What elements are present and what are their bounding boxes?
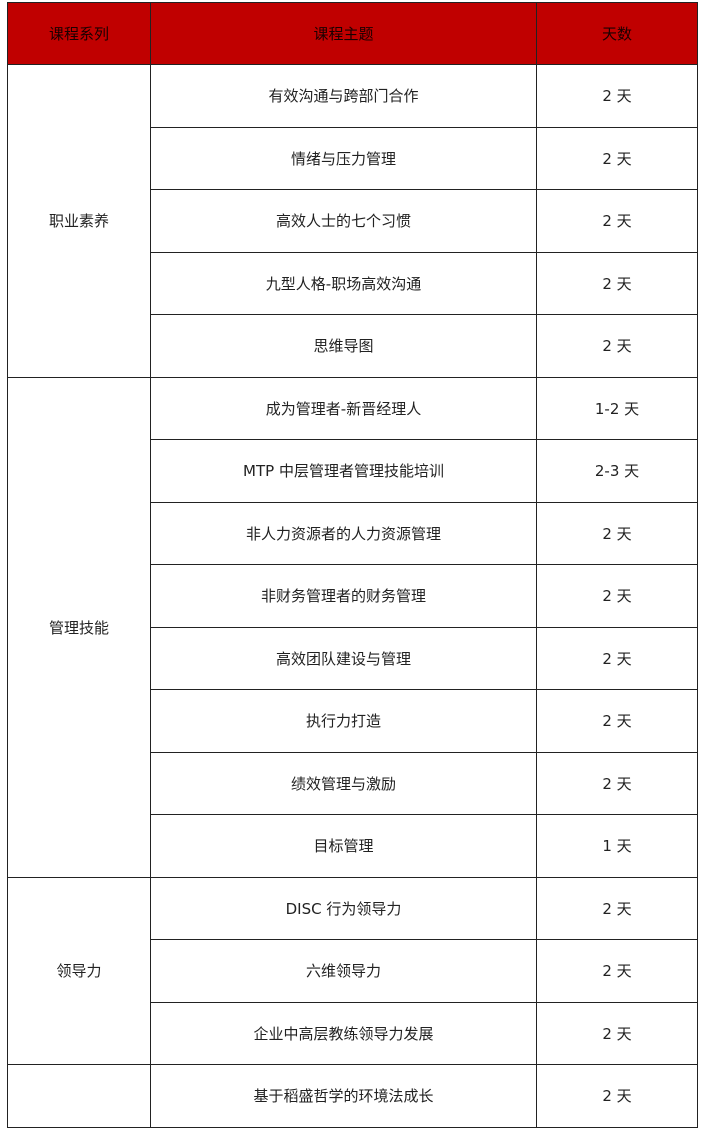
- header-topic: 课程主题: [150, 2, 537, 65]
- table-row: 情绪与压力管理 2 天: [8, 126, 698, 190]
- topic-cell: 有效沟通与跨部门合作: [150, 64, 537, 128]
- table-row: 领导力 DISC 行为领导力 2 天: [7, 876, 698, 1065]
- days-cell: 1 天: [536, 814, 698, 878]
- table-row: 基于稻盛哲学的环境法成长 2 天: [7, 1064, 698, 1128]
- days-cell: 2 天: [536, 626, 698, 690]
- days-cell: 2 天: [536, 1001, 698, 1065]
- table-body: 职业素养 有效沟通与跨部门合作 2 天情绪与压力管理 2 天高效人士的七个习惯 2 天九…: [7, 64, 698, 1128]
- header-series: 课程系列: [7, 2, 151, 65]
- days-cell: 1-2 天: [536, 376, 698, 440]
- topic-cell: MTP 中层管理者管理技能培训: [150, 439, 537, 503]
- days-cell: 2 天: [536, 689, 698, 753]
- topic-cell: 思维导图: [150, 314, 537, 378]
- header-days: 天数: [536, 2, 698, 65]
- topic-cell: 非财务管理者的财务管理: [150, 564, 537, 628]
- series-cell: 领导力: [7, 876, 151, 1065]
- table-row: 非财务管理者的财务管理 2 天: [8, 564, 698, 628]
- table-row: 高效人士的七个习惯 2 天: [8, 189, 698, 253]
- table-row: 非人力资源者的人力资源管理 2 天: [8, 501, 698, 565]
- topic-cell: 高效人士的七个习惯: [150, 189, 537, 253]
- topic-cell: 非人力资源者的人力资源管理: [150, 501, 537, 565]
- days-cell: 2 天: [536, 314, 698, 378]
- table-row: 思维导图 2 天: [8, 314, 698, 378]
- table-row: MTP 中层管理者管理技能培训 2-3 天: [8, 439, 698, 503]
- days-cell: 2 天: [536, 251, 698, 315]
- days-cell: 2 天: [536, 189, 698, 253]
- table-row: 职业素养 有效沟通与跨部门合作 2 天: [7, 64, 698, 378]
- topic-cell: 执行力打造: [150, 689, 537, 753]
- days-cell: 2-3 天: [536, 439, 698, 503]
- topic-cell: 绩效管理与激励: [150, 751, 537, 815]
- table-row: 绩效管理与激励 2 天: [8, 751, 698, 815]
- topic-cell: 高效团队建设与管理: [150, 626, 537, 690]
- series-cell: 职业素养: [7, 64, 151, 378]
- topic-cell: 目标管理: [150, 814, 537, 878]
- topic-cell: 情绪与压力管理: [150, 126, 537, 190]
- table-row: 目标管理 1 天: [8, 814, 698, 878]
- topic-cell: 成为管理者-新晋经理人: [150, 376, 537, 440]
- table-row: 九型人格-职场高效沟通 2 天: [8, 251, 698, 315]
- series-cell: [7, 1064, 151, 1128]
- table-row: 企业中高层教练领导力发展 2 天: [8, 1001, 698, 1065]
- topic-cell: 六维领导力: [150, 939, 537, 1003]
- table-row: 高效团队建设与管理 2 天: [8, 626, 698, 690]
- table-row: 执行力打造 2 天: [8, 689, 698, 753]
- days-cell: 2 天: [536, 939, 698, 1003]
- table-row: 六维领导力 2 天: [8, 939, 698, 1003]
- days-cell: 2 天: [536, 876, 698, 940]
- days-cell: 2 天: [536, 64, 698, 128]
- days-cell: 2 天: [536, 751, 698, 815]
- days-cell: 2 天: [536, 501, 698, 565]
- topic-cell: DISC 行为领导力: [150, 876, 537, 940]
- days-cell: 2 天: [536, 126, 698, 190]
- table-row: 管理技能 成为管理者-新晋经理人 1-2 天: [7, 376, 698, 878]
- topic-cell: 企业中高层教练领导力发展: [150, 1001, 537, 1065]
- topic-cell: 九型人格-职场高效沟通: [150, 251, 537, 315]
- days-cell: 2 天: [536, 564, 698, 628]
- days-cell: 2 天: [536, 1064, 698, 1128]
- topic-cell: 基于稻盛哲学的环境法成长: [150, 1064, 537, 1128]
- header-row: 课程系列 课程主题 天数: [7, 2, 698, 65]
- series-cell: 管理技能: [7, 376, 151, 878]
- course-table: 课程系列 课程主题 天数 职业素养 有效沟通与跨部门合作 2 天情绪与压力管理 2 天…: [7, 2, 698, 1128]
